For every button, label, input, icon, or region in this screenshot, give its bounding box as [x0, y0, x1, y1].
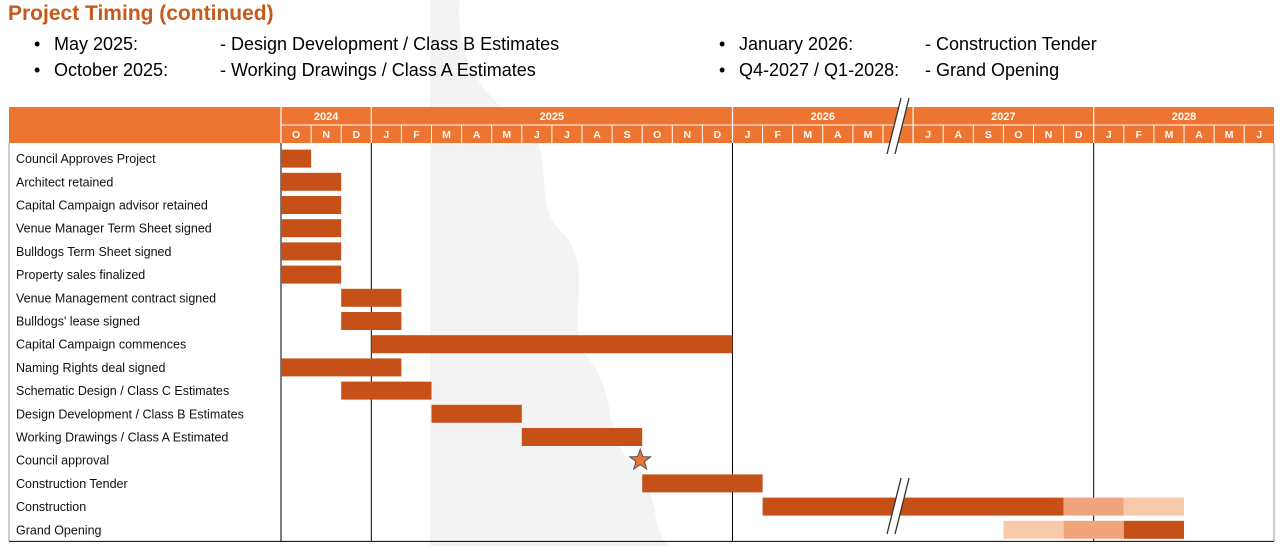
- task-label: Construction: [16, 500, 86, 514]
- task-label: Naming Rights deal signed: [16, 361, 165, 375]
- month-label: J: [564, 129, 570, 141]
- month-label: D: [714, 129, 722, 141]
- axis-break-line: [886, 97, 902, 155]
- month-label: J: [383, 129, 389, 141]
- task-label: Capital Campaign commences: [16, 338, 186, 352]
- task-bar: [341, 288, 402, 307]
- bullet: •: [719, 60, 726, 80]
- task-label: Capital Campaign advisor retained: [16, 199, 208, 213]
- year-label: 2026: [811, 111, 835, 123]
- axis-break-line: [886, 477, 902, 535]
- bullet: •: [34, 34, 41, 54]
- task-bar: [521, 428, 643, 446]
- task-bar: [1063, 497, 1124, 516]
- task-label: Bulldogs Term Sheet signed: [16, 245, 171, 259]
- task-bar: [281, 242, 342, 261]
- task-label: Property sales finalized: [16, 268, 145, 282]
- task-label: Design Development / Class B Estimates: [16, 407, 244, 421]
- month-label: M: [1165, 129, 1174, 141]
- month-label: F: [1136, 129, 1143, 141]
- task-label: Bulldogs' lease signed: [16, 315, 140, 329]
- milestone-date: January 2026:: [739, 34, 854, 54]
- month-label: O: [653, 129, 661, 141]
- milestone-desc: - Design Development / Class B Estimates: [220, 34, 560, 54]
- task-label: Architect retained: [16, 175, 113, 189]
- month-label: J: [745, 129, 751, 141]
- year-label: 2028: [1172, 111, 1196, 123]
- month-label: S: [985, 129, 992, 141]
- task-bar: [1003, 520, 1064, 539]
- task-bar: [431, 404, 522, 423]
- month-label: S: [624, 129, 631, 141]
- month-label: O: [292, 129, 300, 141]
- milestone-desc: - Working Drawings / Class A Estimates: [220, 60, 536, 80]
- task-bar: [281, 172, 342, 191]
- milestone-desc: - Grand Opening: [925, 60, 1060, 80]
- month-label: J: [1256, 129, 1262, 141]
- milestone-date: May 2025:: [54, 34, 139, 54]
- task-bar: [762, 497, 1064, 516]
- axis-break-gap: [887, 478, 910, 534]
- month-label: A: [593, 129, 601, 141]
- axis-break-line: [894, 477, 910, 535]
- task-label: Grand Opening: [16, 523, 102, 537]
- task-label: Construction Tender: [16, 477, 128, 491]
- year-label: 2027: [991, 111, 1015, 123]
- month-label: A: [954, 129, 962, 141]
- month-label: M: [864, 129, 873, 141]
- task-label: Venue Management contract signed: [16, 291, 216, 305]
- month-label: O: [1014, 129, 1022, 141]
- task-bar: [341, 312, 402, 330]
- milestone-date: October 2025:: [54, 60, 169, 80]
- month-label: N: [322, 129, 330, 141]
- task-label: Venue Manager Term Sheet signed: [16, 222, 212, 236]
- task-label: Council Approves Project: [16, 152, 156, 166]
- task-bar: [341, 381, 432, 400]
- month-label: D: [1075, 129, 1083, 141]
- page-title: Project Timing (continued): [8, 2, 274, 25]
- year-label: 2025: [540, 111, 564, 123]
- task-bar: [281, 149, 312, 168]
- task-bar: [1123, 497, 1184, 516]
- month-label: N: [1045, 129, 1053, 141]
- task-bar: [281, 265, 342, 284]
- month-label: M: [803, 129, 812, 141]
- month-label: M: [442, 129, 451, 141]
- month-label: A: [1195, 129, 1203, 141]
- task-bar: [281, 358, 402, 377]
- milestone-star-icon: [628, 447, 653, 471]
- month-label: J: [925, 129, 931, 141]
- month-label: M: [502, 129, 511, 141]
- task-bar: [1063, 520, 1124, 539]
- task-bar: [281, 219, 342, 238]
- task-bar: [281, 196, 342, 214]
- task-bar: [371, 335, 733, 354]
- task-bar: [642, 474, 763, 493]
- month-label: A: [473, 129, 481, 141]
- milestone-desc: - Construction Tender: [925, 34, 1097, 54]
- month-label: F: [413, 129, 420, 141]
- month-label: J: [534, 129, 540, 141]
- task-bar: [1123, 520, 1184, 539]
- month-label: A: [834, 129, 842, 141]
- milestone-date: Q4-2027 / Q1-2028:: [739, 60, 900, 80]
- bullet: •: [34, 60, 41, 80]
- axis-break-gap: [887, 98, 910, 154]
- month-label: F: [774, 129, 781, 141]
- bullet: •: [719, 34, 726, 54]
- axis-break-line: [894, 97, 910, 155]
- task-label: Council approval: [16, 454, 109, 468]
- month-label: N: [684, 129, 692, 141]
- task-label: Schematic Design / Class C Estimates: [16, 384, 229, 398]
- month-label: D: [352, 129, 360, 141]
- month-label: J: [1106, 129, 1112, 141]
- year-label: 2024: [314, 111, 339, 123]
- month-label: M: [1225, 129, 1234, 141]
- task-label: Working Drawings / Class A Estimated: [16, 431, 228, 445]
